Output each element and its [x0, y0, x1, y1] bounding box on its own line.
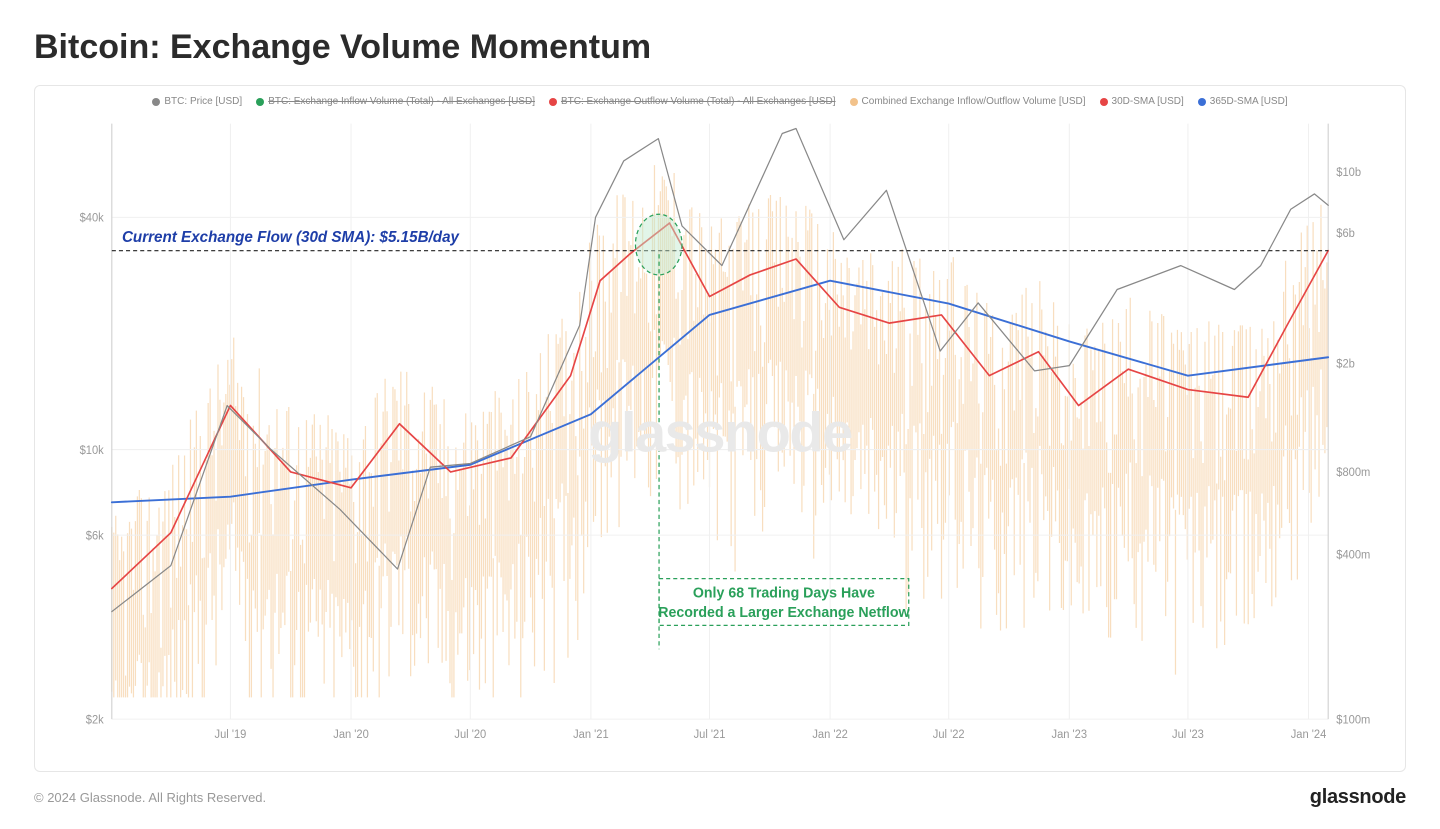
- legend-label: BTC: Price [USD]: [164, 96, 242, 107]
- legend: BTC: Price [USD] BTC: Exchange Inflow Vol…: [51, 96, 1389, 107]
- brand-logo: glassnode: [1310, 786, 1406, 809]
- legend-swatch: [152, 98, 160, 106]
- left-y-tick: $10k: [80, 445, 104, 457]
- legend-swatch: [256, 98, 264, 106]
- annotation-callout-line1: Only 68 Trading Days Have: [693, 585, 875, 601]
- chart-card: BTC: Price [USD] BTC: Exchange Inflow Vol…: [34, 85, 1406, 772]
- left-y-tick: $6k: [86, 530, 104, 542]
- x-tick: Jul '23: [1172, 729, 1204, 741]
- right-y-tick: $800m: [1336, 467, 1370, 479]
- x-tick: Jan '22: [812, 729, 848, 741]
- legend-label: Combined Exchange Inflow/Outflow Volume …: [862, 96, 1086, 107]
- x-tick: Jan '21: [573, 729, 609, 741]
- left-y-tick: $40k: [80, 212, 104, 224]
- copyright-text: © 2024 Glassnode. All Rights Reserved.: [34, 790, 266, 805]
- legend-swatch: [1100, 98, 1108, 106]
- legend-label: BTC: Exchange Inflow Volume (Total) - Al…: [268, 96, 535, 107]
- x-tick: Jul '21: [694, 729, 726, 741]
- legend-label: 365D-SMA [USD]: [1210, 96, 1288, 107]
- legend-label: BTC: Exchange Outflow Volume (Total) - A…: [561, 96, 836, 107]
- right-y-tick: $2b: [1336, 358, 1355, 370]
- x-tick: Jul '20: [454, 729, 486, 741]
- right-y-tick: $10b: [1336, 167, 1361, 179]
- legend-item[interactable]: Combined Exchange Inflow/Outflow Volume …: [850, 96, 1086, 107]
- chart-title: Bitcoin: Exchange Volume Momentum: [34, 28, 1406, 67]
- x-tick: Jan '24: [1291, 729, 1327, 741]
- chart-svg: $2k $6k $10k $40k $100m $400m $800m $2b $6b $10b J…: [51, 113, 1389, 751]
- legend-swatch: [549, 98, 557, 106]
- legend-swatch: [850, 98, 858, 106]
- legend-item[interactable]: BTC: Price [USD]: [152, 96, 242, 107]
- x-tick: Jul '22: [933, 729, 965, 741]
- right-y-tick: $6b: [1336, 228, 1355, 240]
- annotation-callout-line2: Recorded a Larger Exchange Netflow: [658, 605, 910, 621]
- legend-item[interactable]: 30D-SMA [USD]: [1100, 96, 1184, 107]
- plot-area: glassnode $2k$6k$10k$40k$100m$400m$800m$…: [51, 113, 1389, 751]
- legend-item[interactable]: 365D-SMA [USD]: [1198, 96, 1288, 107]
- legend-item[interactable]: BTC: Exchange Inflow Volume (Total) - Al…: [256, 96, 535, 107]
- right-y-tick: $400m: [1336, 549, 1370, 561]
- x-tick: Jan '20: [333, 729, 369, 741]
- x-tick: Jan '23: [1052, 729, 1088, 741]
- legend-swatch: [1198, 98, 1206, 106]
- legend-label: 30D-SMA [USD]: [1112, 96, 1184, 107]
- legend-item[interactable]: BTC: Exchange Outflow Volume (Total) - A…: [549, 96, 836, 107]
- x-tick: Jul '19: [215, 729, 247, 741]
- annotation-hline-label: Current Exchange Flow (30d SMA): $5.15B/…: [122, 229, 460, 246]
- left-y-tick: $2k: [86, 714, 104, 726]
- right-y-tick: $100m: [1336, 714, 1370, 726]
